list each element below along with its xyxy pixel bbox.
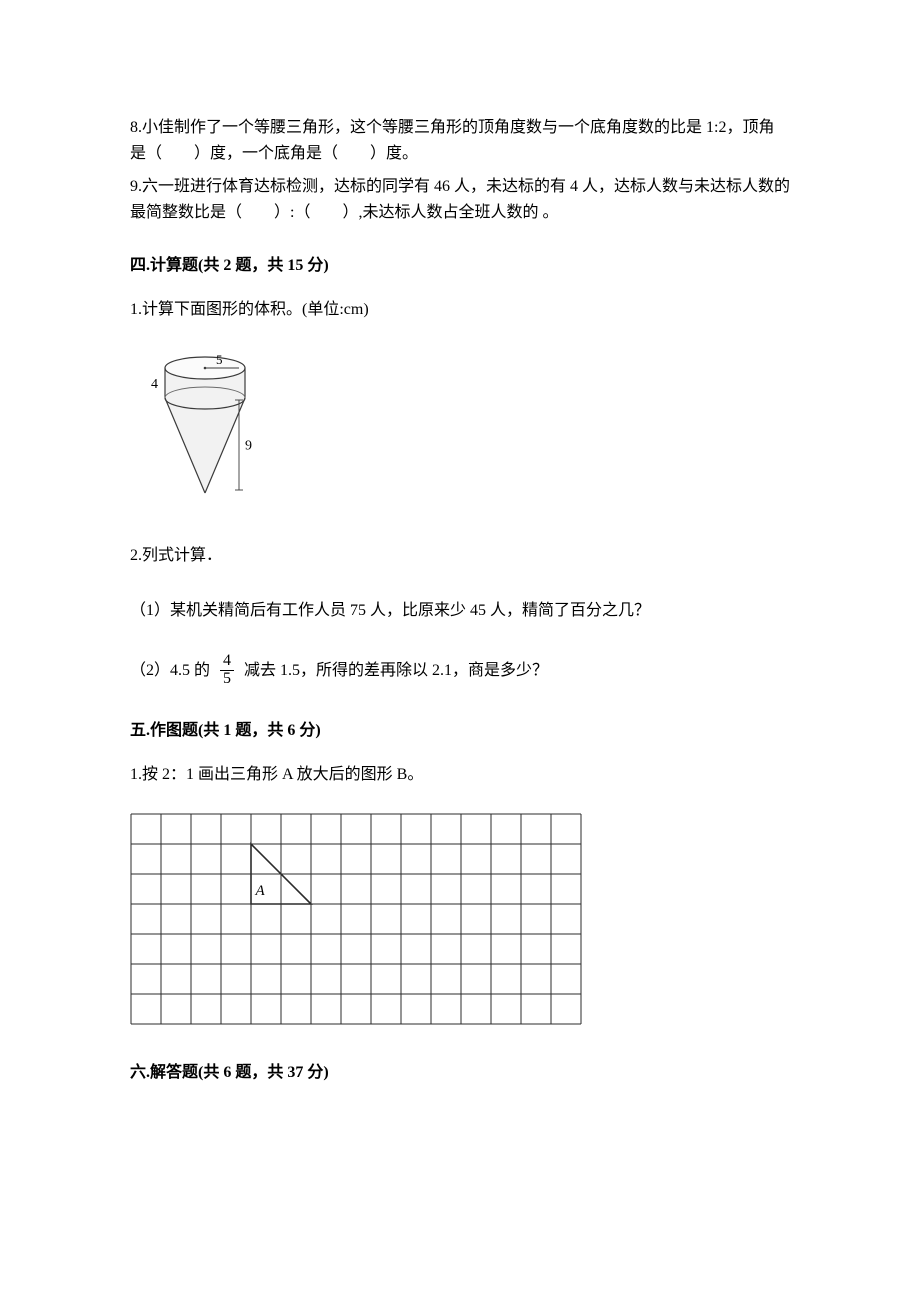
section-4-q2-2: （2）4.5 的 4 5 减去 1.5，所得的差再除以 2.1，商是多少？: [130, 654, 790, 689]
section-4-heading: 四.计算题(共 2 题，共 15 分): [130, 253, 790, 279]
cone-cylinder-svg: 5 4 9: [130, 348, 265, 508]
frac-num: 4: [220, 653, 234, 670]
svg-text:5: 5: [216, 352, 223, 367]
q2-2-pre: （2）4.5 的: [130, 662, 210, 679]
question-8: 8.小佳制作了一个等腰三角形，这个等腰三角形的顶角度数与一个底角度数的比是 1:…: [130, 115, 790, 166]
section-4-q1: 1.计算下面图形的体积。(单位:cm): [130, 297, 790, 323]
section-6-heading: 六.解答题(共 6 题，共 37 分): [130, 1060, 790, 1086]
section-5-heading: 五.作图题(共 1 题，共 6 分): [130, 718, 790, 744]
grid-figure: A: [130, 813, 790, 1025]
svg-text:9: 9: [245, 438, 252, 453]
section-5-q1: 1.按 2：1 画出三角形 A 放大后的图形 B。: [130, 762, 790, 788]
fraction-4-5: 4 5: [220, 653, 234, 688]
question-9: 9.六一班进行体育达标检测，达标的同学有 46 人，未达标的有 4 人，达标人数…: [130, 174, 790, 225]
grid-svg: A: [130, 813, 582, 1025]
svg-text:A: A: [255, 883, 266, 899]
section-4-q2-1: （1）某机关精简后有工作人员 75 人，比原来少 45 人，精简了百分之几？: [130, 598, 790, 624]
volume-figure: 5 4 9: [130, 348, 790, 508]
svg-text:4: 4: [151, 377, 158, 392]
q2-2-post: 减去 1.5，所得的差再除以 2.1，商是多少？: [244, 662, 548, 679]
section-4-q2: 2.列式计算．: [130, 543, 790, 569]
frac-den: 5: [220, 670, 234, 688]
